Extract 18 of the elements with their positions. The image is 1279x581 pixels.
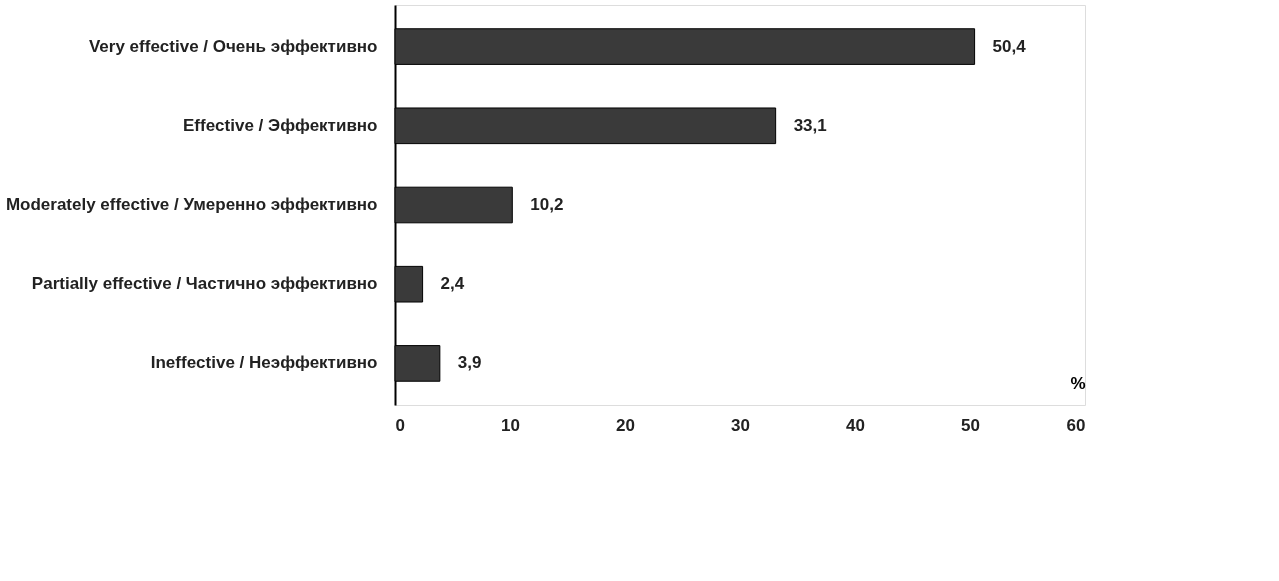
- x-tick-label: 0: [395, 415, 405, 435]
- data-label: 50,4: [992, 36, 1027, 56]
- x-tick-label: 60: [1066, 415, 1086, 435]
- y-tick-label: Effective / Эффективно: [183, 115, 378, 135]
- data-label: 2,4: [440, 274, 465, 294]
- x-tick-label: 30: [731, 415, 750, 435]
- y-tick-label: Moderately effective / Умеренно эффективно: [5, 195, 378, 214]
- x-tick-label: 40: [846, 415, 865, 435]
- y-tick-label: Partially effective / Частично эффективно: [31, 274, 378, 294]
- data-label: 10,2: [530, 195, 564, 214]
- x-axis-title: %: [1070, 373, 1086, 393]
- x-tick-label: 50: [961, 415, 980, 435]
- y-tick-label: Very effective / Очень эффективно: [88, 36, 378, 56]
- data-label: 33,1: [793, 115, 827, 135]
- data-label: 3,9: [457, 353, 482, 373]
- y-tick-label: Ineffective / Неэффективно: [150, 353, 378, 373]
- x-tick-label: 10: [501, 415, 520, 435]
- x-tick-label: 20: [616, 415, 635, 435]
